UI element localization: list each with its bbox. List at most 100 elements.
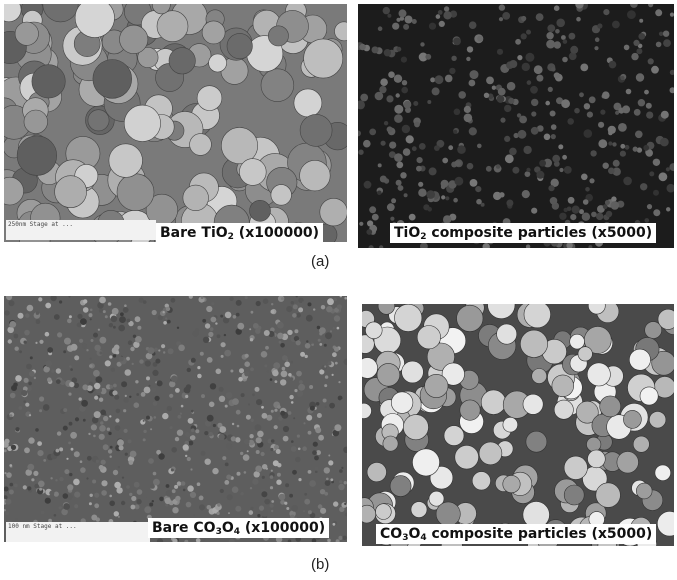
particle	[4, 486, 9, 492]
particle	[246, 450, 249, 453]
particle	[545, 100, 550, 106]
particle	[319, 369, 325, 375]
particle	[379, 85, 387, 94]
particle	[453, 129, 458, 134]
particle	[411, 146, 417, 152]
particle	[59, 476, 64, 482]
particle	[15, 427, 20, 432]
particle	[304, 492, 308, 496]
particle	[468, 79, 476, 87]
particle	[149, 502, 154, 507]
particle	[516, 113, 522, 118]
particle	[537, 125, 544, 132]
particle	[39, 339, 44, 344]
particle	[197, 366, 201, 370]
particle	[561, 35, 566, 40]
sem-image-bare-tio2: 250nm Stage at ... Bare TiO2 (x100000)	[4, 4, 347, 242]
particle	[394, 304, 423, 332]
particle	[174, 436, 180, 442]
particle	[256, 399, 263, 406]
particle	[137, 325, 142, 330]
particle	[570, 214, 577, 221]
particle	[403, 23, 410, 30]
particle	[182, 184, 209, 211]
particle	[105, 384, 112, 390]
particle	[416, 157, 423, 164]
particle	[129, 395, 132, 398]
particle	[236, 424, 240, 428]
particle	[299, 114, 333, 147]
particle	[386, 95, 394, 103]
particle	[163, 321, 167, 325]
particle	[153, 478, 160, 486]
particle	[612, 159, 620, 167]
particle	[184, 440, 190, 446]
particle	[104, 360, 111, 367]
particle	[230, 369, 234, 373]
particle	[324, 480, 331, 486]
particle	[61, 508, 68, 516]
particle	[272, 460, 279, 467]
particle	[466, 56, 471, 62]
particle	[612, 167, 621, 176]
particle	[140, 419, 146, 425]
caption-tio2-composite: TiO2 composite particles (x5000)	[390, 223, 657, 243]
particle	[210, 316, 217, 323]
particle	[434, 75, 444, 85]
particle	[257, 514, 261, 518]
particle	[341, 502, 347, 508]
particle	[174, 484, 179, 489]
particle	[158, 349, 161, 352]
particle	[468, 127, 477, 136]
particle	[410, 501, 428, 518]
particle	[561, 99, 570, 109]
particle	[451, 55, 457, 61]
particle	[268, 330, 275, 338]
particle	[466, 162, 474, 170]
particle	[269, 486, 274, 490]
particle	[587, 449, 606, 469]
particle	[143, 386, 151, 394]
particle	[324, 375, 329, 379]
particle	[106, 427, 111, 431]
particle	[324, 405, 327, 408]
particle	[400, 172, 407, 179]
particle	[498, 17, 504, 22]
particle	[5, 498, 12, 505]
particle	[28, 414, 32, 417]
particle	[549, 110, 556, 117]
particle	[418, 52, 428, 62]
particle	[226, 494, 233, 501]
particle	[471, 471, 491, 491]
particle	[562, 154, 567, 160]
particle	[662, 30, 670, 37]
particle	[623, 410, 642, 429]
particle	[165, 484, 170, 488]
particle	[47, 377, 52, 382]
label-a: (a)	[311, 253, 330, 270]
particle	[55, 368, 62, 374]
particle	[343, 446, 347, 453]
particle	[310, 341, 314, 344]
particle	[184, 539, 189, 542]
particle	[477, 35, 483, 42]
particle	[309, 385, 314, 389]
particle	[261, 509, 269, 517]
particle	[176, 429, 184, 436]
particle	[521, 62, 530, 72]
particle	[622, 105, 631, 114]
particle	[70, 343, 78, 351]
particle	[428, 167, 437, 176]
particle	[43, 459, 47, 462]
particle	[636, 147, 643, 153]
particle	[88, 502, 92, 506]
particle	[201, 20, 226, 45]
particle	[428, 490, 445, 507]
particle	[126, 318, 131, 323]
particle	[53, 314, 60, 320]
particle	[263, 330, 270, 336]
particle	[632, 435, 650, 453]
particle	[579, 209, 584, 215]
particle	[212, 423, 216, 428]
particle	[55, 448, 60, 453]
